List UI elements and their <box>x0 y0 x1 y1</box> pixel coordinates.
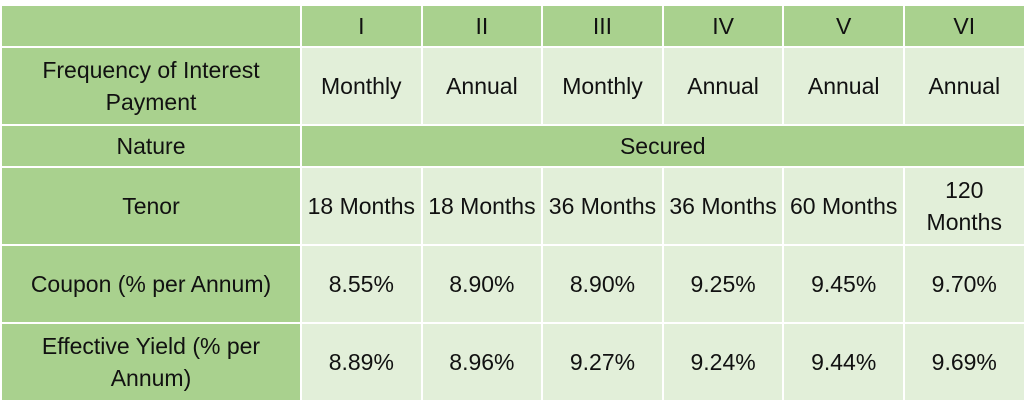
series-header: III <box>541 4 664 48</box>
frequency-cell: Annual <box>782 46 905 126</box>
yield-cell: 9.27% <box>541 322 664 402</box>
row-label-coupon: Coupon (% per Annum) <box>0 244 302 324</box>
frequency-cell: Monthly <box>541 46 664 126</box>
frequency-cell: Annual <box>902 46 1024 126</box>
table-row: Nature Secured <box>0 124 1024 168</box>
yield-cell: 9.69% <box>902 322 1024 402</box>
frequency-cell: Annual <box>420 46 544 126</box>
series-header: VI <box>902 4 1024 48</box>
table-row: Frequency of Interest Payment Monthly An… <box>0 46 1024 126</box>
coupon-cell: 8.90% <box>541 244 664 324</box>
coupon-cell: 9.25% <box>661 244 785 324</box>
series-header: IV <box>661 4 785 48</box>
frequency-cell: Monthly <box>300 46 423 126</box>
nature-cell: Secured <box>300 124 1024 168</box>
yield-cell: 8.89% <box>300 322 423 402</box>
table-row: Tenor 18 Months 18 Months 36 Months 36 M… <box>0 166 1024 246</box>
tenor-cell: 36 Months <box>541 166 664 246</box>
row-label-effective-yield: Effective Yield (% per Annum) <box>0 322 302 402</box>
tenor-cell: 36 Months <box>661 166 785 246</box>
tenor-cell: 60 Months <box>782 166 905 246</box>
coupon-cell: 8.55% <box>300 244 423 324</box>
series-header: V <box>782 4 905 48</box>
tenor-cell: 18 Months <box>300 166 423 246</box>
series-header: I <box>300 4 423 48</box>
coupon-cell: 9.70% <box>902 244 1024 324</box>
header-row: I II III IV V VI <box>0 4 1024 48</box>
row-label-nature: Nature <box>0 124 302 168</box>
yield-cell: 9.44% <box>782 322 905 402</box>
tenor-cell: 120 Months <box>902 166 1024 246</box>
coupon-cell: 8.90% <box>420 244 544 324</box>
row-label-tenor: Tenor <box>0 166 302 246</box>
row-label-frequency: Frequency of Interest Payment <box>0 46 302 126</box>
table-row: Coupon (% per Annum) 8.55% 8.90% 8.90% 9… <box>0 244 1024 324</box>
bond-terms-table: I II III IV V VI Frequency of Interest P… <box>0 4 1024 402</box>
table-row: Effective Yield (% per Annum) 8.89% 8.96… <box>0 322 1024 402</box>
corner-cell <box>0 4 302 48</box>
yield-cell: 8.96% <box>420 322 544 402</box>
yield-cell: 9.24% <box>661 322 785 402</box>
tenor-cell: 18 Months <box>420 166 544 246</box>
series-header: II <box>420 4 544 48</box>
frequency-cell: Annual <box>661 46 785 126</box>
coupon-cell: 9.45% <box>782 244 905 324</box>
